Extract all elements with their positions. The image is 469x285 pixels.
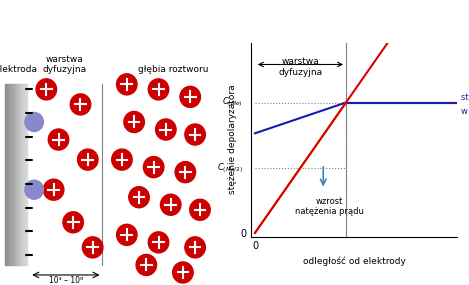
Bar: [14, 84, 15, 265]
Text: w głębi roztworu: w głębi roztworu: [461, 107, 469, 116]
Bar: [20, 84, 22, 265]
Circle shape: [63, 212, 83, 233]
Bar: [21, 84, 23, 265]
Circle shape: [124, 111, 144, 133]
Bar: [5, 84, 6, 265]
Circle shape: [185, 237, 205, 258]
Circle shape: [70, 94, 91, 115]
Bar: [18, 84, 19, 265]
Y-axis label: stężenie depolaryzatora: stężenie depolaryzatora: [228, 85, 237, 194]
Circle shape: [148, 232, 169, 253]
Text: $C_{(Me)}$: $C_{(Me)}$: [222, 96, 243, 109]
Circle shape: [83, 237, 103, 258]
Bar: [25, 84, 26, 265]
Circle shape: [117, 74, 137, 95]
Circle shape: [25, 113, 44, 131]
Bar: [8, 84, 9, 265]
Bar: [13, 84, 14, 265]
Circle shape: [160, 194, 181, 215]
Circle shape: [175, 162, 196, 183]
Circle shape: [136, 255, 157, 276]
Circle shape: [25, 180, 44, 199]
Circle shape: [129, 187, 149, 208]
Text: 10³ – 10⁶: 10³ – 10⁶: [49, 276, 83, 285]
Text: $C_{(Me/2)}$: $C_{(Me/2)}$: [217, 161, 243, 175]
Bar: [26, 84, 27, 265]
Bar: [19, 84, 20, 265]
Circle shape: [144, 156, 164, 178]
Circle shape: [173, 262, 193, 283]
Circle shape: [190, 199, 210, 220]
Bar: [16, 84, 17, 265]
Bar: [23, 84, 25, 265]
Bar: [10, 84, 11, 265]
Circle shape: [117, 224, 137, 245]
Bar: [15, 84, 16, 265]
Circle shape: [44, 179, 64, 200]
Circle shape: [36, 79, 57, 100]
Bar: [7, 84, 8, 265]
Text: warstwa
dyfuzyjna: warstwa dyfuzyjna: [43, 55, 87, 74]
Bar: [17, 84, 18, 265]
Text: głębia roztworu: głębia roztworu: [138, 65, 208, 74]
Text: elektroda: elektroda: [0, 65, 38, 74]
Circle shape: [180, 86, 200, 107]
Text: wzrost
natężenia prądu: wzrost natężenia prądu: [295, 197, 364, 216]
Circle shape: [112, 149, 132, 170]
X-axis label: odległość od elektrody: odległość od elektrody: [303, 257, 406, 266]
Circle shape: [148, 79, 169, 100]
Bar: [6, 84, 7, 265]
Bar: [11, 84, 13, 265]
Text: stężenie Me: stężenie Me: [461, 93, 469, 101]
Text: warstwa
dyfuzyjna: warstwa dyfuzyjna: [279, 57, 323, 77]
Circle shape: [185, 124, 205, 145]
Bar: [9, 84, 10, 265]
Circle shape: [77, 149, 98, 170]
Circle shape: [156, 119, 176, 140]
Circle shape: [48, 129, 69, 150]
